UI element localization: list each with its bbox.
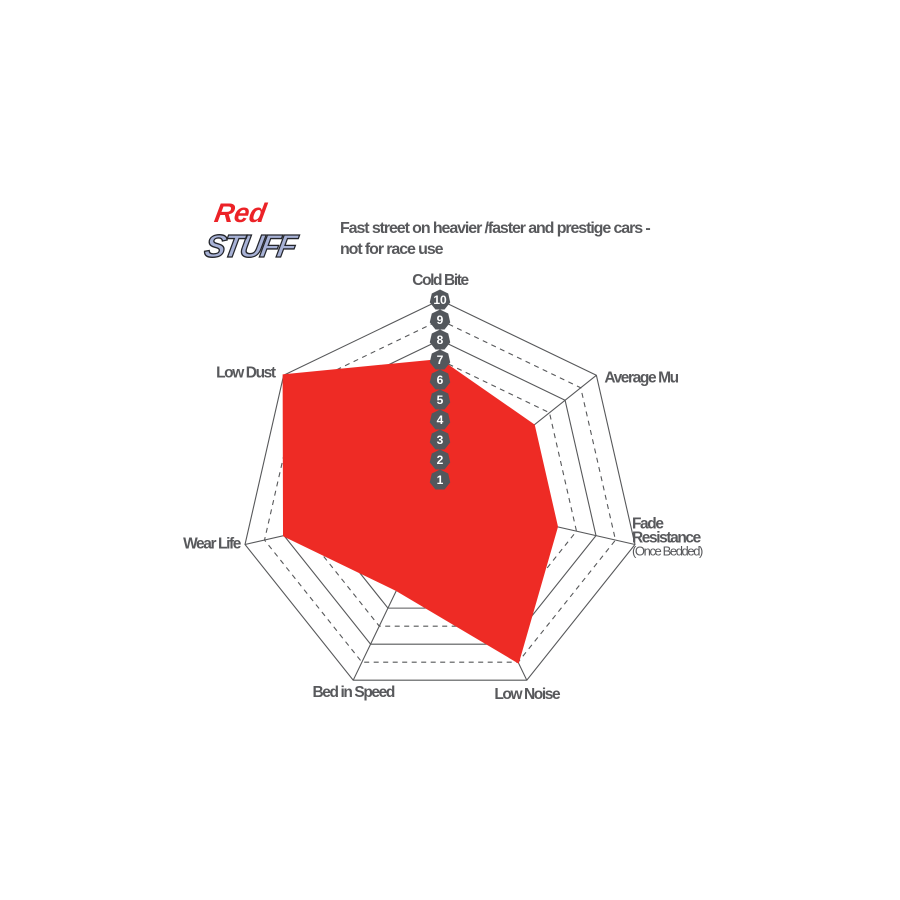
- svg-text:7: 7: [437, 353, 444, 367]
- svg-text:Wear Life: Wear Life: [183, 536, 242, 553]
- svg-text:3: 3: [437, 433, 444, 447]
- svg-text:9: 9: [437, 313, 444, 327]
- svg-text:5: 5: [437, 393, 444, 407]
- svg-text:2: 2: [437, 453, 444, 467]
- svg-text:10: 10: [433, 293, 447, 307]
- svg-text:STUFF: STUFF: [202, 228, 301, 264]
- svg-text:Low Dust: Low Dust: [216, 364, 276, 381]
- svg-text:(Once Bedded): (Once Bedded): [632, 544, 703, 559]
- svg-text:6: 6: [437, 373, 444, 387]
- svg-text:Average Mu: Average Mu: [604, 369, 678, 386]
- svg-text:Low Noise: Low Noise: [494, 686, 561, 703]
- svg-text:1: 1: [437, 473, 444, 487]
- svg-text:Cold Bite: Cold Bite: [412, 272, 469, 289]
- svg-text:8: 8: [437, 333, 444, 347]
- svg-text:4: 4: [437, 413, 444, 427]
- svg-text:Bed in Speed: Bed in Speed: [313, 684, 395, 701]
- svg-text:Red: Red: [212, 197, 270, 228]
